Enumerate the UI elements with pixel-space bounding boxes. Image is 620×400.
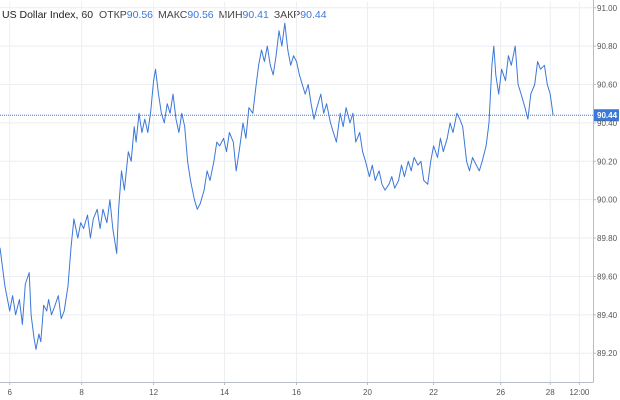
legend-open-value: 90.56 <box>126 9 154 21</box>
x-tick-label: 20 <box>363 388 372 397</box>
current-price-label: 90.44 <box>597 111 618 120</box>
y-tick-label: 90.20 <box>597 157 618 166</box>
y-tick-label: 89.20 <box>597 349 618 358</box>
legend-high-value: 90.56 <box>187 9 214 21</box>
y-tick-label: 90.00 <box>597 196 618 205</box>
x-tick-label: 12 <box>149 388 158 397</box>
x-axis-ticks: 6 8 12 14 16 20 22 26 28 12:00 <box>7 382 590 397</box>
y-tick-label: 89.60 <box>597 272 618 281</box>
x-tick-label: 28 <box>546 388 555 397</box>
x-tick-label: 26 <box>496 388 505 397</box>
x-tick-label: 16 <box>292 388 301 397</box>
y-tick-label: 90.80 <box>597 42 618 51</box>
legend-close-value: 90.44 <box>300 9 327 21</box>
series-line[interactable] <box>0 22 554 350</box>
legend-close-label: ЗАКР <box>273 9 301 21</box>
legend-high-label: МАКС <box>158 9 188 21</box>
y-tick-label: 90.60 <box>597 81 618 90</box>
x-tick-label: 8 <box>79 388 84 397</box>
price-series[interactable] <box>0 22 554 350</box>
y-tick-label: 89.80 <box>597 234 618 243</box>
y-tick-label: 91.00 <box>597 4 618 13</box>
current-price-tag <box>594 109 619 122</box>
y-tick-label: 89.40 <box>597 311 618 320</box>
x-tick-label: 14 <box>220 388 229 397</box>
chart-grid <box>0 2 593 382</box>
x-tick-label: 6 <box>7 388 12 397</box>
y-tick-label: 90.40 <box>597 119 618 128</box>
x-tick-label: 22 <box>429 388 438 397</box>
y-axis-ticks: 91.00 90.80 90.60 90.40 90.20 90.00 89.80 89.60… <box>593 4 618 358</box>
chart-legend: US Dollar Index, 60 ОТКР 90.56 МАКС 90.5… <box>2 6 327 24</box>
legend-symbol: US Dollar Index, 60 <box>2 9 94 21</box>
legend-open-label: ОТКР <box>99 9 127 21</box>
x-tick-label: 12:00 <box>569 388 590 397</box>
legend-low-value: 90.41 <box>242 9 269 21</box>
current-price-layer: 90.44 <box>0 109 619 122</box>
